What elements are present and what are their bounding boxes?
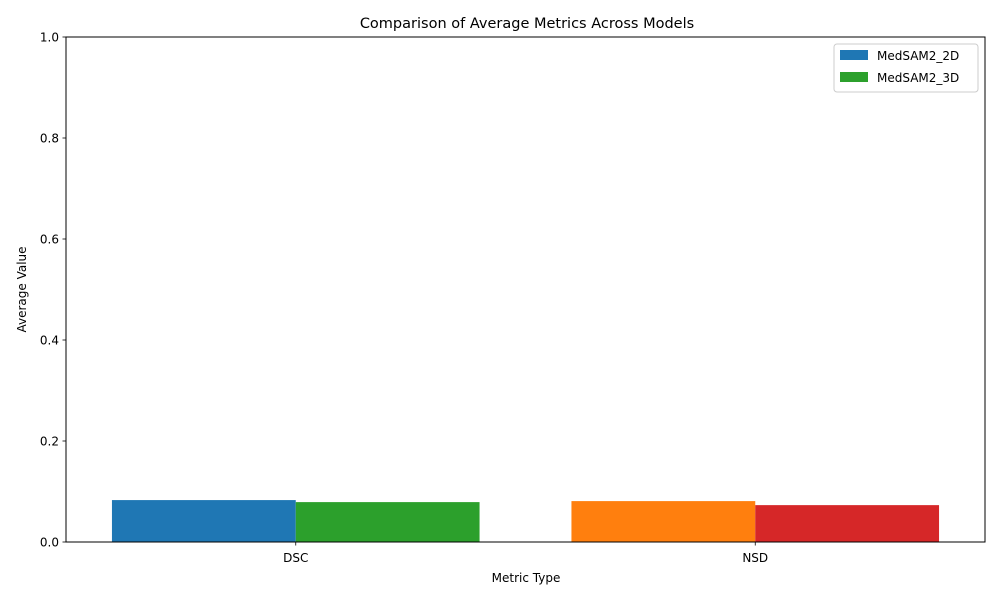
bar-medsam2-2d-nsd xyxy=(571,501,756,542)
legend: MedSAM2_2D MedSAM2_3D xyxy=(833,43,979,93)
bar-medsam2-2d-dsc xyxy=(111,500,296,542)
chart-title: Comparison of Average Metrics Across Mod… xyxy=(360,16,694,32)
x-axis-ticks: DSC NSD xyxy=(283,542,768,565)
legend-swatch-medsam2-2d xyxy=(840,50,868,60)
x-tick-label-dsc: DSC xyxy=(283,551,308,565)
y-tick-label: 1.0 xyxy=(40,31,59,45)
y-tick-label: 0.8 xyxy=(40,132,59,146)
x-tick-label-nsd: NSD xyxy=(742,551,768,565)
y-axis-ticks: 0.0 0.2 0.4 0.6 0.8 1.0 xyxy=(40,31,66,550)
bar-medsam2-3d-nsd xyxy=(755,505,940,542)
bars xyxy=(111,500,940,542)
plot-area: 0.0 0.2 0.4 0.6 0.8 1.0 DSC NSD xyxy=(40,31,986,565)
legend-frame xyxy=(833,43,979,93)
legend-label-medsam2-2d: MedSAM2_2D xyxy=(877,49,959,63)
legend-swatch-medsam2-3d xyxy=(840,72,868,82)
legend-label-medsam2-3d: MedSAM2_3D xyxy=(877,71,959,85)
x-axis-label: Metric Type xyxy=(492,571,561,585)
plot-frame xyxy=(65,36,986,543)
bar-medsam2-3d-dsc xyxy=(295,502,480,542)
y-tick-label: 0.4 xyxy=(40,334,59,348)
y-tick-label: 0.6 xyxy=(40,233,59,247)
y-tick-label: 0.0 xyxy=(40,536,59,550)
y-axis-label: Average Value xyxy=(15,246,29,332)
y-tick-label: 0.2 xyxy=(40,435,59,449)
